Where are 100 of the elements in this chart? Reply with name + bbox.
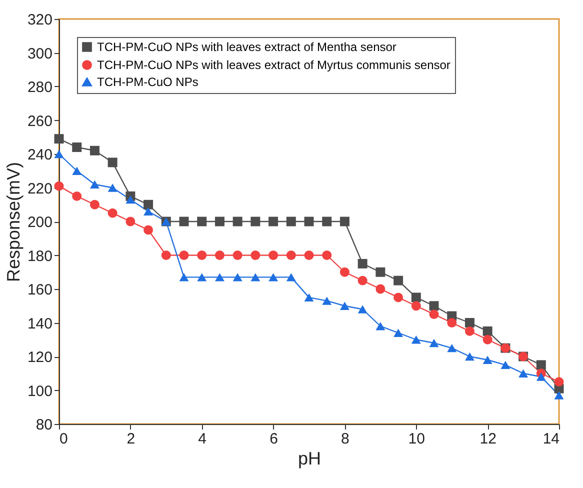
y-tick-label: 180	[27, 248, 52, 265]
point	[411, 292, 421, 302]
y-tick-label: 120	[27, 349, 52, 366]
point	[54, 181, 64, 191]
point	[464, 352, 474, 361]
point	[464, 318, 474, 328]
y-tick-label: 280	[27, 79, 52, 96]
point	[411, 301, 421, 311]
point	[126, 195, 136, 204]
x-axis-title: pH	[298, 448, 322, 468]
point	[179, 216, 189, 226]
x-tick-label: 0	[60, 430, 68, 448]
point	[464, 326, 474, 336]
point	[429, 310, 439, 320]
point	[214, 273, 224, 282]
legend-label: TCH-PM-CuO NPs with leaves extract of Mentha sensor	[97, 40, 396, 54]
point	[161, 250, 171, 260]
point	[376, 284, 386, 294]
point	[358, 258, 368, 268]
y-tick-label: 160	[27, 282, 52, 298]
point	[72, 142, 82, 152]
point	[144, 200, 154, 210]
point	[340, 267, 350, 277]
point	[179, 250, 189, 260]
y-tick-label: 320	[27, 12, 52, 28]
point	[286, 250, 296, 260]
y-tick-label: 200	[27, 214, 52, 231]
point	[536, 360, 546, 370]
point	[500, 360, 510, 370]
point	[72, 166, 82, 175]
point	[358, 276, 368, 286]
x-tick-label: 10	[408, 430, 425, 448]
x-tick-label: 4	[198, 430, 207, 448]
point	[108, 158, 118, 168]
legend-label: TCH-PM-CuO NPs with leaves extract of Myrtus communis sensor	[97, 58, 450, 72]
point	[358, 305, 368, 314]
point	[340, 216, 350, 226]
point	[232, 250, 242, 260]
y-tick-label: 240	[27, 146, 52, 164]
point	[90, 146, 100, 156]
point	[268, 250, 278, 260]
x-tick-label: 2	[126, 430, 136, 448]
point	[214, 250, 224, 260]
point	[268, 216, 278, 226]
point	[90, 180, 100, 188]
point	[322, 250, 332, 260]
y-tick-label: 300	[27, 45, 52, 62]
y-tick-label: 80	[36, 416, 52, 434]
point	[447, 344, 457, 352]
point	[197, 250, 207, 260]
point	[144, 207, 154, 216]
point	[429, 338, 439, 348]
point	[376, 322, 386, 330]
point	[376, 267, 386, 277]
point	[108, 208, 118, 218]
point	[286, 216, 296, 226]
point	[447, 318, 457, 328]
point	[54, 134, 64, 144]
point	[482, 334, 492, 344]
point	[322, 296, 332, 305]
point	[197, 273, 207, 282]
y-axis-title: Response(mV)	[3, 162, 24, 282]
point	[554, 377, 564, 387]
point	[429, 301, 439, 311]
legend-label: TCH-PM-CuO NPs	[97, 75, 198, 89]
point	[411, 336, 421, 344]
point	[232, 216, 242, 226]
point	[90, 200, 100, 210]
point	[482, 356, 492, 364]
y-tick-label: 260	[27, 112, 52, 130]
point	[286, 273, 296, 282]
point	[250, 216, 260, 226]
point	[250, 273, 260, 282]
x-tick-label: 8	[341, 430, 350, 448]
x-tick-label: 6	[270, 430, 278, 448]
point	[536, 372, 546, 381]
point	[340, 302, 350, 310]
point	[232, 273, 242, 282]
point	[482, 326, 492, 336]
point	[250, 250, 260, 260]
x-tick-label: 12	[480, 430, 496, 448]
point	[304, 293, 314, 302]
point	[394, 328, 404, 337]
point	[179, 273, 189, 282]
x-tick-label: 14	[542, 430, 560, 448]
point	[518, 369, 528, 378]
point	[214, 216, 224, 226]
point	[197, 216, 207, 226]
point	[304, 250, 314, 260]
point	[72, 191, 82, 201]
point	[394, 276, 404, 286]
point	[268, 273, 278, 282]
y-tick-label: 140	[27, 315, 52, 332]
point	[322, 216, 332, 226]
point	[304, 216, 314, 226]
y-tick-label: 100	[27, 382, 52, 400]
point	[108, 184, 118, 192]
point	[554, 391, 564, 400]
point	[54, 150, 64, 158]
point	[144, 225, 154, 235]
